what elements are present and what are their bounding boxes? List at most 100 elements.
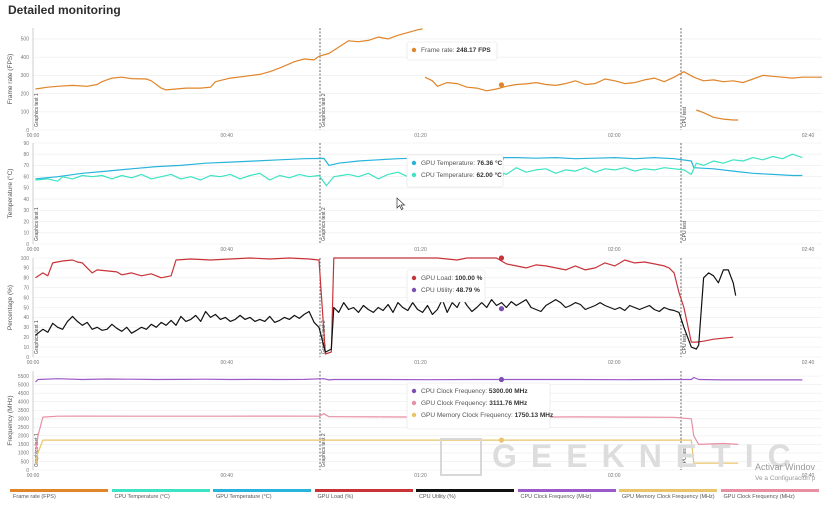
legend-swatch	[720, 489, 819, 492]
x-tick-label: 02:00	[608, 473, 621, 479]
y-tick-label: 1000	[18, 451, 29, 457]
tooltip-label: GPU Clock Frequency:	[421, 400, 489, 407]
y-tick-label: 30	[23, 325, 29, 331]
y-tick-label: 60	[23, 174, 29, 180]
series-line-frame-rate	[424, 71, 822, 92]
y-tick-label: 300	[21, 73, 30, 79]
test-marker-label: Graphics test 1	[34, 320, 40, 354]
tooltip-value: 1750.13 MHz	[515, 412, 554, 419]
x-tick-label: 00:40	[220, 360, 233, 366]
tooltip-dot	[411, 388, 417, 394]
test-marker-label: Graphics test 2	[321, 433, 327, 467]
y-tick-label: 5500	[18, 374, 29, 380]
y-tick-label: 20	[23, 335, 29, 341]
hover-point	[498, 306, 505, 312]
y-axis-label: Percentage (%)	[7, 285, 14, 330]
windows-activation-line1: Activar Windov	[755, 462, 816, 472]
y-tick-label: 90	[23, 141, 29, 147]
y-tick-label: 400	[21, 55, 30, 61]
y-tick-label: 3500	[18, 408, 29, 414]
x-tick-label: 00:00	[27, 247, 40, 253]
series-line-gpu-load	[35, 257, 734, 355]
x-tick-label: 01:20	[414, 247, 427, 253]
y-axis-label: Temperature (°C)	[6, 169, 14, 219]
legend-swatch	[416, 489, 514, 492]
tooltip-dot	[411, 275, 417, 281]
y-tick-label: 4500	[18, 391, 29, 397]
series-line-frame-rate	[696, 109, 739, 121]
y-tick-label: 0	[26, 355, 29, 361]
tooltip-text: CPU Temperature: 62.00 °C	[421, 171, 502, 179]
y-axis-label: Frequency (MHz)	[7, 395, 14, 445]
x-tick-label: 02:40	[802, 247, 815, 253]
tooltip-text: GPU Load: 100.00 %	[421, 275, 483, 282]
tooltip-dot	[411, 172, 417, 178]
y-tick-label: 100	[21, 110, 30, 116]
tooltip-dot	[411, 412, 417, 418]
test-marker-label: Graphics test 1	[34, 93, 40, 127]
y-tick-label: 90	[23, 266, 29, 272]
tooltip-label: CPU Clock Frequency:	[421, 388, 489, 395]
test-marker-label: CPU test	[682, 220, 688, 241]
test-marker-label: Graphics test 1	[34, 207, 40, 241]
y-tick-label: 70	[23, 163, 29, 169]
y-tick-label: 0	[26, 242, 29, 248]
y-tick-label: 80	[23, 152, 29, 158]
y-tick-label: 10	[23, 231, 29, 237]
tooltip-text: GPU Memory Clock Frequency: 1750.13 MHz	[421, 412, 554, 419]
tooltip-label: CPU Temperature:	[421, 172, 477, 179]
y-tick-label: 1500	[18, 442, 29, 448]
tooltip-text: GPU Temperature: 76.36 °C	[421, 159, 503, 167]
legend: Frame rate (FPS) CPU Temperature (°C) GPU …	[10, 486, 828, 502]
hover-point	[498, 255, 505, 261]
y-tick-label: 50	[23, 186, 29, 192]
hover-point	[498, 82, 505, 88]
tooltip-box	[406, 154, 504, 188]
hover-point	[498, 376, 505, 383]
y-tick-label: 40	[23, 315, 29, 321]
x-tick-label: 00:00	[27, 133, 40, 139]
chart-panel-3: 0 10 20 30 40 50 60 70 80 90 100 00:00 00:40 01:20 02:…	[7, 255, 822, 366]
chart-panel-1: 0 100 200 300 400 500 00:00 00:40 01:20 02:00 02:4…	[7, 28, 822, 139]
legend-swatch	[314, 489, 413, 492]
hover-point	[498, 437, 505, 443]
legend-label: GPU Memory Clock Frequency (MHz)	[622, 494, 715, 500]
series-line-frame-rate	[35, 28, 423, 91]
tooltip-text: CPU Clock Frequency: 5300.00 MHz	[421, 388, 528, 395]
tooltip-dot	[411, 160, 417, 166]
x-tick-label: 02:00	[608, 247, 621, 253]
tooltip-value: 100.00 %	[455, 275, 483, 282]
tooltip-label: GPU Memory Clock Frequency:	[421, 412, 515, 419]
y-tick-label: 2000	[18, 434, 29, 440]
chart-panel-4: 0 500 1000 1500 2000 2500 3000 3500 4000 4500 5000…	[7, 371, 822, 479]
y-tick-label: 60	[23, 295, 29, 301]
tooltip-label: GPU Load:	[421, 275, 455, 282]
tooltip-value: 5300.00 MHz	[489, 388, 528, 395]
y-tick-label: 50	[23, 305, 29, 311]
series-line-gpu-memory-clock-frequency	[34, 439, 739, 466]
y-tick-label: 2500	[18, 425, 29, 431]
tooltip-text: Frame rate: 248.17 FPS	[421, 47, 491, 54]
x-tick-label: 00:00	[27, 360, 40, 366]
y-tick-label: 0	[26, 128, 29, 134]
legend-label: GPU Load (%)	[317, 494, 354, 500]
y-tick-label: 5000	[18, 382, 29, 388]
y-tick-label: 200	[21, 91, 30, 97]
y-tick-label: 4000	[18, 400, 29, 406]
y-tick-label: 80	[23, 276, 29, 282]
test-marker-label: Graphics test 2	[321, 207, 327, 241]
y-tick-label: 40	[23, 197, 29, 203]
x-tick-label: 00:00	[27, 473, 40, 479]
tooltip-text: CPU Utility: 48.79 %	[421, 287, 480, 294]
tooltip-box	[406, 41, 498, 61]
tooltip-label: Frame rate:	[421, 47, 456, 54]
y-tick-label: 10	[23, 345, 29, 351]
tooltip-dot	[411, 287, 417, 293]
tooltip-dot	[411, 47, 417, 53]
x-tick-label: 01:20	[414, 473, 427, 479]
y-tick-label: 100	[21, 256, 30, 262]
chart-panel-2: 0 10 20 30 40 50 60 70 80 90 00:00 00:40 01:20 02:00 0…	[6, 141, 822, 253]
legend-label: GPU Clock Frequency (MHz)	[723, 494, 795, 500]
x-tick-label: 02:40	[802, 133, 815, 139]
x-tick-label: 01:20	[414, 360, 427, 366]
